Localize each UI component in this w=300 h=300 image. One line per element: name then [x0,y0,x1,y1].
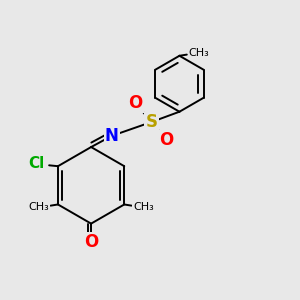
Text: S: S [146,113,158,131]
Text: Cl: Cl [28,156,44,171]
Text: O: O [84,233,98,251]
Text: CH₃: CH₃ [188,48,209,58]
Text: N: N [105,127,119,145]
Text: O: O [128,94,142,112]
Text: O: O [159,131,173,149]
Text: CH₃: CH₃ [133,202,154,212]
Text: CH₃: CH₃ [28,202,49,212]
